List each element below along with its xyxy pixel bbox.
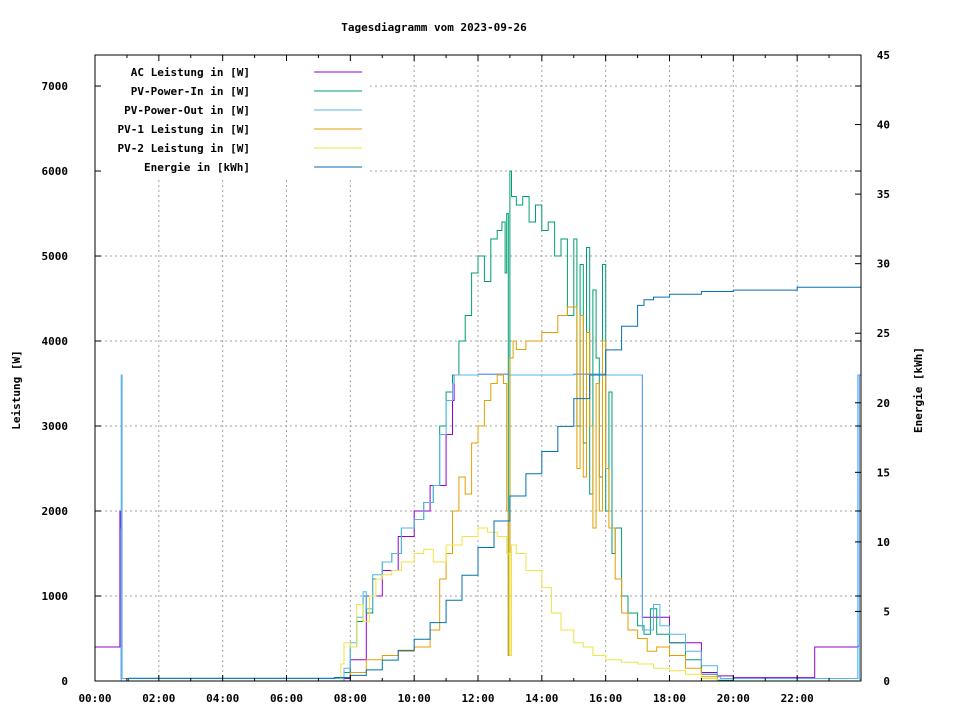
- y-axis-label: Leistung [W]: [10, 350, 23, 429]
- x-tick-label: 08:00: [334, 692, 367, 705]
- y-tick-label: 1000: [42, 590, 69, 603]
- series-lines: [95, 170, 862, 682]
- y2-tick-label: 35: [877, 188, 890, 201]
- x-tick-label: 22:00: [781, 692, 814, 705]
- series-line-pv-1-leistung-in-w: [95, 306, 861, 682]
- y-tick-label: 5000: [42, 250, 69, 263]
- y-tick-label: 7000: [42, 80, 69, 93]
- y2-tick-label: 0: [883, 675, 890, 688]
- y-tick-label: 6000: [42, 165, 69, 178]
- legend: AC Leistung in [W] PV-Power-In in [W] PV-P…: [96, 56, 368, 180]
- y2-tick-label: 25: [877, 327, 890, 340]
- y2-axis-label: Energie [kWh]: [912, 347, 925, 433]
- y2-tick-label: 10: [877, 536, 890, 549]
- legend-label: AC Leistung in [W]: [131, 66, 250, 79]
- x-tick-label: 18:00: [653, 692, 686, 705]
- y-tick-label: 4000: [42, 335, 69, 348]
- x-tick-label: 02:00: [142, 692, 175, 705]
- y-tick-label: 0: [61, 675, 68, 688]
- legend-label: Energie in [kWh]: [144, 161, 250, 174]
- x-tick-label: 12:00: [461, 692, 494, 705]
- x-tick-label: 16:00: [589, 692, 622, 705]
- legend-label: PV-Power-Out in [W]: [124, 104, 250, 117]
- series-line-pv-2-leistung-in-w: [95, 527, 861, 682]
- y-tick-label: 3000: [42, 420, 69, 433]
- y2-tick-label: 45: [877, 49, 890, 62]
- y2-tick-label: 40: [877, 119, 890, 132]
- y2-tick-label: 5: [883, 605, 890, 618]
- legend-label: PV-1 Leistung in [W]: [118, 123, 250, 136]
- legend-label: PV-Power-In in [W]: [131, 85, 250, 98]
- legend-background: [96, 56, 368, 180]
- y2-tick-label: 30: [877, 258, 890, 271]
- y2-tick-label: 20: [877, 397, 890, 410]
- y-tick-label: 2000: [42, 505, 69, 518]
- chart-title: Tagesdiagramm vom 2023-09-26: [341, 21, 527, 34]
- x-tick-label: 20:00: [717, 692, 750, 705]
- x-tick-label: 10:00: [398, 692, 431, 705]
- x-tick-label: 04:00: [206, 692, 239, 705]
- series-line-energie-in-kwh: [95, 284, 862, 682]
- x-tick-label: 14:00: [525, 692, 558, 705]
- y2-tick-label: 15: [877, 466, 890, 479]
- legend-label: PV-2 Leistung in [W]: [118, 142, 250, 155]
- x-tick-label: 06:00: [270, 692, 303, 705]
- axes: 00:00 02:00 04:00 06:00 08:00 10:00 12:00 14:00…: [42, 49, 891, 705]
- x-tick-label: 00:00: [78, 692, 111, 705]
